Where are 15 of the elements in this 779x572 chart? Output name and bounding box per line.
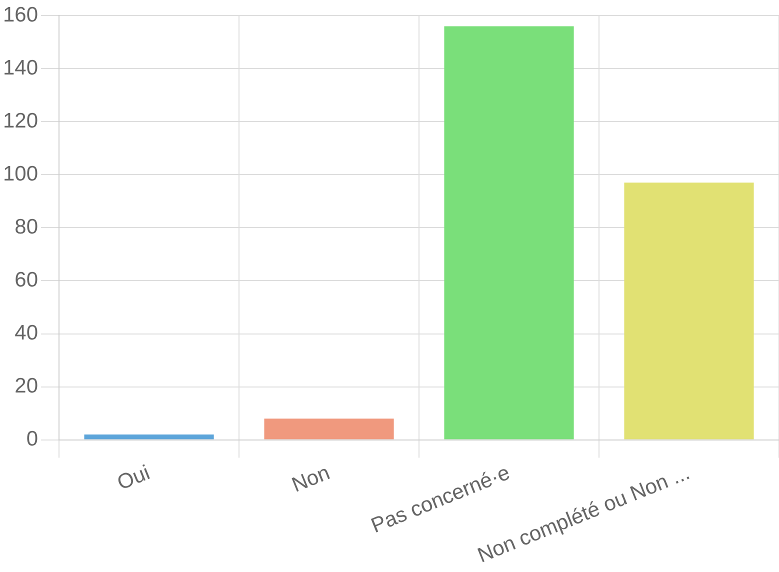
bar — [624, 182, 754, 440]
bar — [84, 434, 214, 440]
y-tick-label: 60 — [14, 268, 38, 292]
bar — [444, 26, 574, 440]
y-tick-label: 100 — [2, 162, 38, 186]
y-tick-label: 20 — [14, 374, 38, 398]
x-tick-label: Non — [288, 461, 334, 497]
y-tick-label: 140 — [2, 56, 38, 80]
y-tick-label: 40 — [14, 322, 38, 345]
bar — [264, 418, 394, 440]
y-tick-label: 120 — [2, 109, 38, 132]
y-tick-label: 0 — [26, 428, 38, 451]
x-tick-label: Oui — [114, 461, 154, 495]
y-tick-label: 80 — [14, 216, 38, 238]
y-tick-label: 160 — [2, 3, 38, 26]
